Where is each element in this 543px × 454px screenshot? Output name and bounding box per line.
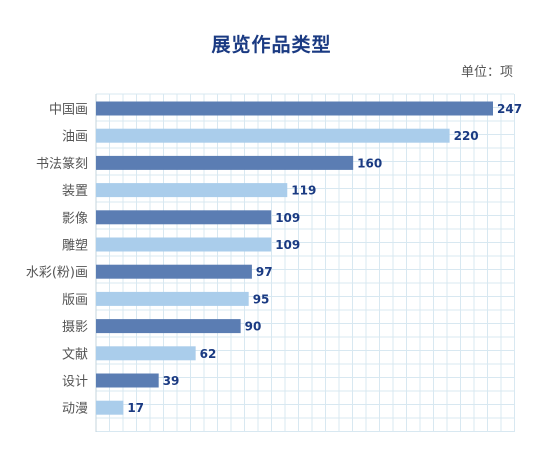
unit-label: 单位：项	[460, 65, 513, 80]
category-label: 雕塑	[62, 239, 88, 254]
bar	[96, 128, 450, 143]
bar	[96, 291, 249, 306]
bar	[96, 373, 159, 388]
category-label: 中国画	[49, 103, 88, 118]
data-label: 220	[454, 129, 479, 143]
bar	[96, 319, 241, 334]
data-label: 90	[245, 320, 262, 334]
data-label: 160	[357, 156, 382, 170]
data-label: 62	[200, 347, 217, 361]
data-label: 109	[275, 211, 300, 225]
bar	[96, 346, 196, 361]
bar	[96, 237, 272, 252]
category-label: 影像	[62, 211, 88, 226]
chart-grid	[95, 93, 515, 432]
chart-title: 展览作品类型	[211, 34, 332, 56]
category-label: 书法篆刻	[36, 156, 88, 172]
category-label: 动漫	[62, 402, 88, 417]
data-label: 17	[127, 401, 144, 415]
category-label: 摄影	[62, 320, 88, 335]
category-label: 设计	[62, 375, 88, 390]
data-label: 97	[256, 265, 273, 279]
category-label: 版画	[62, 293, 88, 308]
data-label: 95	[253, 292, 270, 306]
data-label: 247	[497, 102, 522, 116]
bar	[96, 183, 288, 198]
bar	[96, 264, 252, 279]
bar	[96, 101, 493, 116]
bar	[96, 400, 124, 415]
bar	[96, 155, 354, 170]
category-label: 水彩(粉)画	[26, 266, 88, 281]
bar	[96, 210, 272, 225]
category-label: 文献	[62, 347, 88, 362]
data-label: 109	[275, 238, 300, 252]
data-label: 119	[291, 184, 316, 198]
category-label: 油画	[62, 130, 88, 145]
category-label: 装置	[62, 184, 88, 199]
data-label: 39	[163, 374, 180, 388]
